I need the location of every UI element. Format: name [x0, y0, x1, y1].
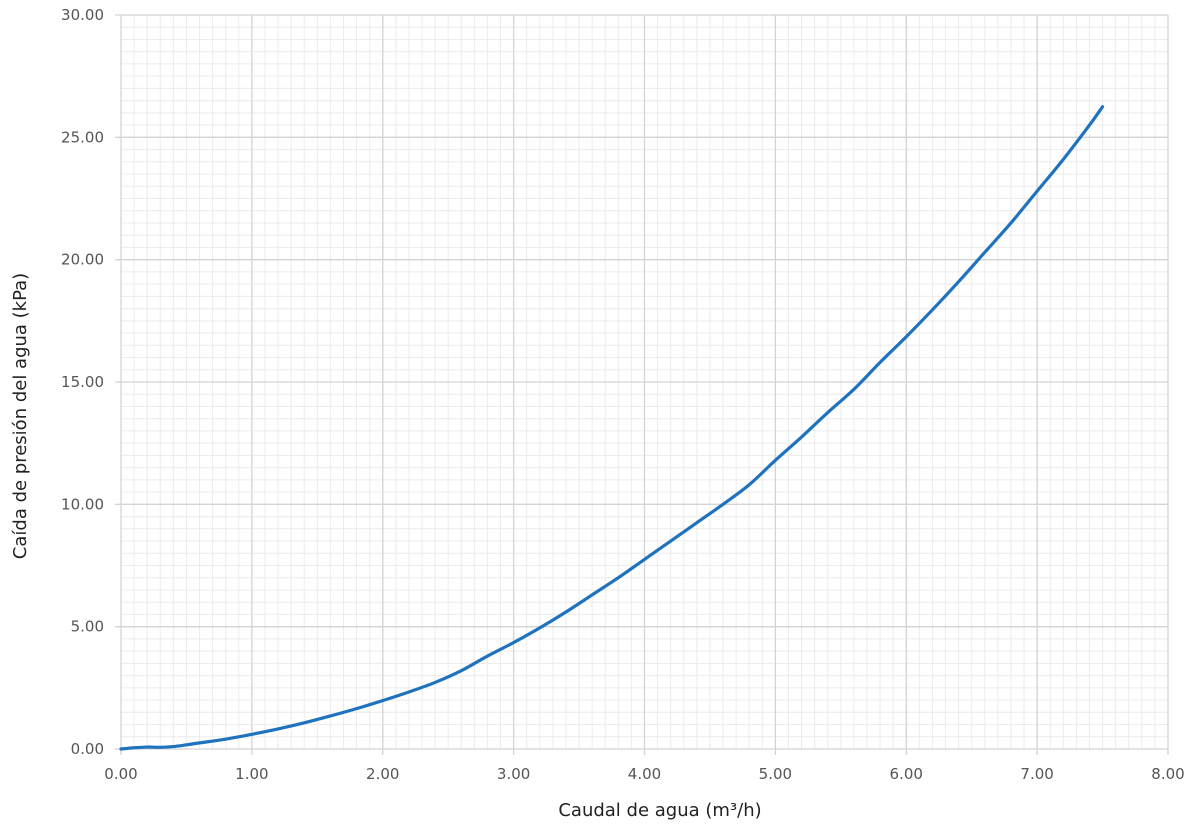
y-tick-label: 5.00 — [71, 618, 104, 636]
major-grid — [115, 14, 1169, 755]
x-tick-label: 3.00 — [497, 765, 530, 783]
y-tick-label: 30.00 — [61, 6, 104, 24]
y-tick-labels: 0.00 5.00 10.00 15.00 20.00 25.00 30.00 — [61, 6, 104, 758]
y-tick-label: 0.00 — [71, 740, 104, 758]
x-tick-label: 7.00 — [1020, 765, 1053, 783]
x-tick-labels: 0.00 1.00 2.00 3.00 4.00 5.00 6.00 7.00 8.00 — [104, 765, 1184, 783]
x-tick-label: 0.00 — [104, 765, 137, 783]
x-tick-label: 4.00 — [628, 765, 661, 783]
series-layer — [119, 105, 1105, 751]
y-tick-label: 10.00 — [61, 495, 104, 513]
x-tick-label: 2.00 — [366, 765, 399, 783]
y-axis-title: Caída de presión del agua (kPa) — [10, 273, 31, 559]
y-tick-label: 25.00 — [61, 128, 104, 146]
y-tick-label: 15.00 — [61, 373, 104, 391]
y-tick-label: 20.00 — [61, 251, 104, 269]
series-line — [119, 105, 1105, 751]
x-axis-title: Caudal de agua (m³/h) — [558, 800, 761, 821]
x-tick-label: 8.00 — [1151, 765, 1184, 783]
x-tick-label: 5.00 — [759, 765, 792, 783]
x-tick-label: 1.00 — [235, 765, 268, 783]
x-tick-label: 6.00 — [890, 765, 923, 783]
